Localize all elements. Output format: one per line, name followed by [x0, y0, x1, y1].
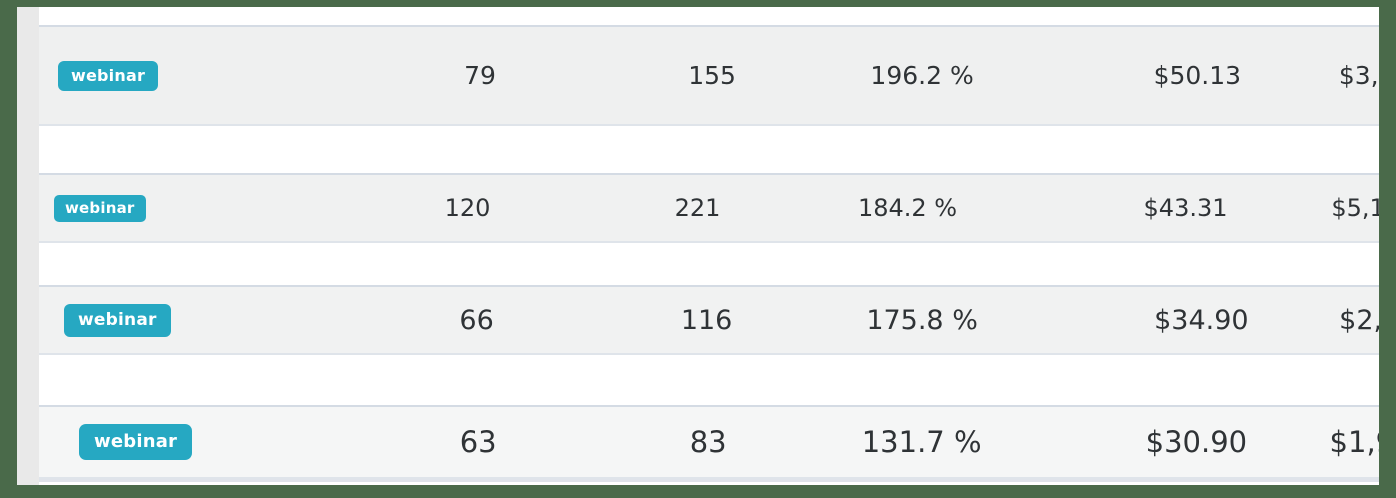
- row-channel-cell: webinar: [54, 194, 146, 222]
- row-channel-cell: webinar: [58, 60, 159, 91]
- results-panel: webinar 79 155 196.2 % $50.13 $3,960.02 …: [17, 7, 1379, 485]
- row-cost-cell: $43.31: [1143, 194, 1228, 222]
- row-total-cell: $1,946.66: [1329, 425, 1379, 459]
- channel-badge[interactable]: webinar: [54, 194, 146, 222]
- row-cost-cell: $34.90: [1154, 304, 1249, 336]
- row-impressions-cell: 66: [459, 304, 494, 336]
- channel-badge[interactable]: webinar: [58, 60, 159, 91]
- row-cost-cell: $30.90: [1145, 425, 1248, 459]
- channel-badge[interactable]: webinar: [64, 303, 171, 337]
- row-total-cell: $2,303.40: [1339, 304, 1379, 336]
- row-clicks-cell: 83: [689, 425, 727, 459]
- row-channel-cell: webinar: [79, 424, 193, 460]
- row-impressions-cell: 79: [464, 61, 496, 90]
- row-clicks-cell: 221: [674, 194, 721, 222]
- row-clicks-cell: 116: [680, 304, 733, 336]
- table-row[interactable]: webinar 63 83 131.7 % $30.90 $1,946.66: [39, 405, 1379, 479]
- row-cost-cell: $50.13: [1153, 61, 1242, 90]
- table-row[interactable]: webinar 120 221 184.2 % $43.31 $5,197.17: [39, 173, 1379, 243]
- row-rate-cell: 196.2 %: [870, 61, 974, 90]
- table-bottom-divider: [39, 479, 1379, 482]
- row-impressions-cell: 120: [444, 194, 491, 222]
- table-row[interactable]: webinar 66 116 175.8 % $34.90 $2,303.40: [39, 285, 1379, 355]
- row-clicks-cell: 155: [688, 61, 736, 90]
- row-rate-cell: 131.7 %: [861, 425, 982, 459]
- panel-left-gutter: [17, 7, 39, 485]
- row-total-cell: $5,197.17: [1331, 194, 1379, 222]
- channel-badge[interactable]: webinar: [79, 424, 193, 460]
- table-row[interactable]: webinar 79 155 196.2 % $50.13 $3,960.02: [39, 25, 1379, 126]
- row-total-cell: $3,960.02: [1338, 61, 1379, 90]
- row-channel-cell: webinar: [64, 303, 171, 337]
- row-rate-cell: 175.8 %: [866, 304, 978, 336]
- row-impressions-cell: 63: [459, 425, 497, 459]
- row-rate-cell: 184.2 %: [857, 194, 958, 222]
